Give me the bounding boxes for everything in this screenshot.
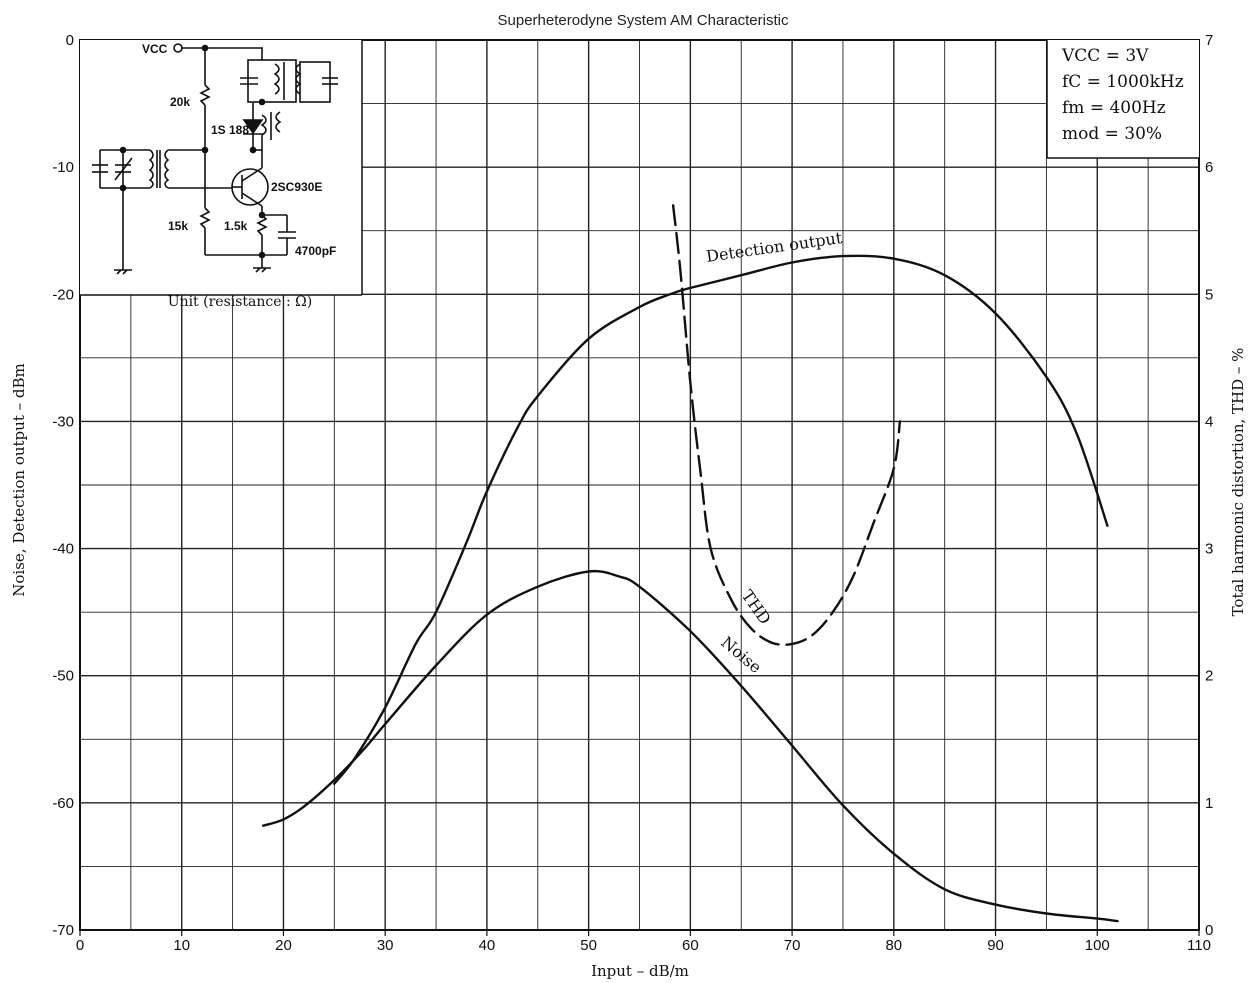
inset-vcc-label: VCC <box>142 42 168 56</box>
inset-r1-label: 20k <box>170 95 190 109</box>
inset-r2-label: 15k <box>168 219 188 233</box>
y-left-tick-label: 0 <box>66 32 74 49</box>
series-line-detection-output <box>333 254 1109 785</box>
y-left-tick-label: -70 <box>52 922 74 939</box>
x-axis-label: Input – dB/m <box>591 962 689 980</box>
x-tick-label: 30 <box>377 937 394 954</box>
condition-fm: fm = 400Hz <box>1062 98 1166 118</box>
y-right-tick-label: 2 <box>1205 668 1213 685</box>
grid-minor <box>80 40 1199 930</box>
y-right-axis-label: Total harmonic distortion, THD – % <box>1229 348 1247 617</box>
y-right-tick-label: 7 <box>1205 32 1213 49</box>
inset-diode-label: 1S 188 <box>211 123 249 137</box>
conditions-box: VCC = 3V fC = 1000kHz fm = 400Hz mod = 3… <box>1046 40 1199 159</box>
y-right-tick-label: 6 <box>1205 159 1213 176</box>
x-tick-label: 80 <box>885 937 902 954</box>
inset-caption: Unit (resistance : Ω) <box>168 294 312 310</box>
x-tick-label: 90 <box>987 937 1004 954</box>
x-tick-label: 50 <box>580 937 597 954</box>
conditions-background <box>1047 40 1199 158</box>
circuit-inset: VCC 20k 1S 188 2SC930E 15k 1.5k 4700pF U… <box>80 40 363 310</box>
x-tick-label: 60 <box>682 937 699 954</box>
x-tick-label: 110 <box>1187 937 1211 954</box>
y-left-tick-label: -30 <box>52 413 74 430</box>
circuit-schematic <box>92 43 338 275</box>
y-right-tick-label: 3 <box>1205 541 1213 558</box>
x-tick-label: 0 <box>76 937 84 954</box>
inset-transistor-label: 2SC930E <box>271 180 322 194</box>
y-right-tick-label: 4 <box>1205 413 1213 430</box>
condition-mod: mod = 30% <box>1062 124 1162 144</box>
x-tick-label: 40 <box>479 937 496 954</box>
inset-background <box>80 40 362 295</box>
chart-title: Superheterodyne System AM Characteristic <box>498 12 789 29</box>
condition-vcc: VCC = 3V <box>1061 46 1149 66</box>
y-left-tick-label: -20 <box>52 286 74 303</box>
inset-capacitor-label: 4700pF <box>295 244 336 258</box>
y-left-axis-label: Noise, Detection output – dBm <box>10 363 28 596</box>
series-line-noise <box>261 569 1119 923</box>
y-right-tick-label: 0 <box>1205 922 1213 939</box>
y-left-tick-label: -10 <box>52 159 74 176</box>
y-left-tick-label: -40 <box>52 541 74 558</box>
x-axis-ticks: 0 10 20 30 40 50 60 70 80 90 100 110 <box>76 930 1211 954</box>
series-layer <box>261 204 1119 923</box>
series-label-detection-output: Detection output <box>705 228 844 266</box>
series-line-thd <box>671 204 902 646</box>
condition-fc: fC = 1000kHz <box>1062 72 1184 92</box>
y-right-tick-label: 1 <box>1205 795 1213 812</box>
x-tick-label: 20 <box>275 937 292 954</box>
y-left-axis-ticks: 0 -10 -20 -30 -40 -50 -60 -70 <box>52 32 74 939</box>
x-tick-label: 100 <box>1085 937 1110 954</box>
plot-frame <box>79 39 1200 931</box>
y-right-axis-ticks: 7 6 5 4 3 2 1 0 <box>1205 32 1213 939</box>
series-label-thd: THD <box>738 586 775 628</box>
x-tick-label: 70 <box>784 937 801 954</box>
inset-r3-label: 1.5k <box>224 219 248 233</box>
x-tick-label: 10 <box>173 937 190 954</box>
y-right-tick-label: 5 <box>1205 286 1213 303</box>
y-left-tick-label: -50 <box>52 668 74 685</box>
y-left-tick-label: -60 <box>52 795 74 812</box>
